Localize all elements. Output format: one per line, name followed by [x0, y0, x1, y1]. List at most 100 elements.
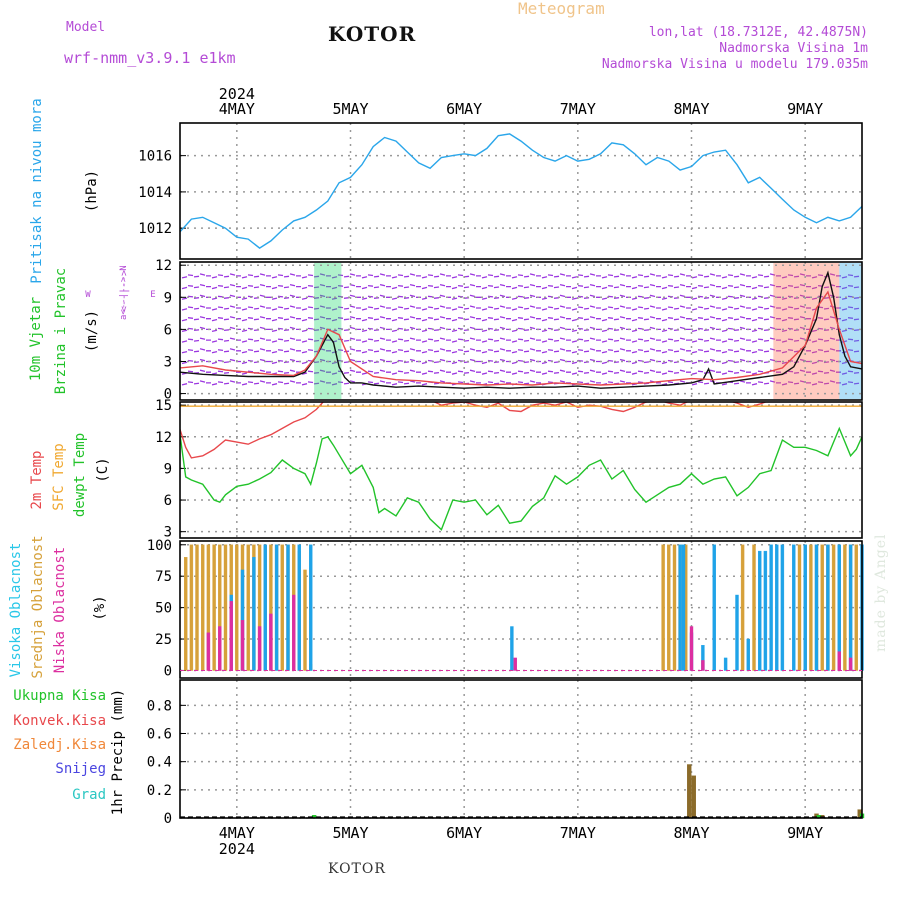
bar	[246, 544, 250, 671]
bar	[303, 569, 307, 671]
series-bars	[687, 764, 862, 819]
y-tick-label: 12	[155, 430, 172, 446]
y-tick-label: 1012	[138, 221, 172, 237]
bar	[235, 544, 239, 671]
bar	[223, 544, 228, 671]
y-tick-label: 75	[155, 569, 172, 585]
bar	[803, 544, 807, 671]
bar	[763, 550, 768, 671]
wind-unit: (m/s)	[84, 310, 100, 352]
date-label-top: 9MAY	[787, 100, 823, 118]
bar	[848, 657, 853, 671]
precip-legend-item: Ukupna Kisa	[13, 688, 106, 704]
model-label: Model	[66, 20, 106, 35]
y-tick-label: 25	[155, 632, 172, 648]
y-tick-label: 6	[164, 493, 172, 509]
y-tick-label: 100	[147, 538, 172, 554]
bar	[792, 544, 796, 671]
date-label-top: 4MAY	[219, 100, 255, 118]
bar	[769, 544, 773, 671]
date-label-bottom: 9MAY	[787, 824, 823, 842]
bar	[820, 544, 824, 671]
precip-legend-item: Konvek.Kisa	[13, 713, 106, 729]
pressure-unit: (hPa)	[84, 170, 100, 212]
panel-frame	[179, 122, 863, 260]
bar	[691, 775, 696, 819]
mid-cloud-axis-title: Srednja Oblacnost	[30, 535, 46, 678]
bar	[280, 544, 284, 671]
date-label-top: 5MAY	[332, 100, 368, 118]
year-label-bottom: 2024	[219, 840, 255, 858]
y-tick-label: 0.2	[147, 783, 172, 799]
bar	[212, 544, 216, 671]
bar	[263, 544, 267, 671]
bar	[848, 544, 853, 671]
bar	[286, 544, 290, 671]
compass-east-label: E	[150, 290, 155, 300]
sfc-temp-axis-title: SFC Temp	[51, 443, 67, 510]
bar	[661, 544, 665, 671]
y-tick-label: 0.8	[147, 698, 172, 714]
bar	[292, 594, 296, 671]
compass-north-label: N	[119, 265, 129, 270]
date-label-bottom: 5MAY	[332, 824, 368, 842]
y-tick-label: 0.4	[147, 755, 172, 771]
y-tick-label: 9	[164, 461, 172, 477]
bar	[297, 544, 301, 671]
y-tick-label: 12	[155, 258, 172, 274]
wind-band	[181, 316, 860, 322]
date-label-top: 7MAY	[560, 100, 596, 118]
bar	[775, 544, 779, 671]
wind-zone	[839, 263, 862, 399]
bar	[740, 544, 745, 671]
y-tick-label: 9	[164, 290, 172, 306]
wind-band	[181, 348, 860, 354]
station-title: KOTOR	[328, 22, 417, 46]
bar	[309, 544, 313, 671]
y-tick-label: 0	[164, 387, 172, 403]
y-tick-label: 0	[164, 811, 172, 827]
date-label-bottom: 7MAY	[560, 824, 596, 842]
high-cloud-axis-title: Visoka Oblacnost	[8, 543, 24, 678]
precip-legend-item: Grad	[72, 787, 106, 803]
model-name: wrf-nmm_v3.9.1 e1km	[64, 49, 236, 67]
y-tick-label: 3	[164, 525, 172, 541]
y-tick-label: 50	[155, 601, 172, 617]
bar	[814, 544, 819, 671]
bar	[723, 657, 728, 671]
meteogram-label: Meteogram	[518, 0, 605, 18]
bar	[183, 557, 188, 671]
bar	[678, 544, 682, 671]
bar	[752, 544, 756, 671]
temp-axis-title: 2m Temp	[29, 450, 45, 509]
footer-station: KOTOR	[328, 861, 386, 877]
precip-axis-title: 1hr Precip (mm)	[110, 689, 126, 815]
wind-band	[181, 337, 860, 343]
date-label-bottom: 4MAY	[219, 824, 255, 842]
bar	[195, 544, 199, 671]
wind-axis-title: 10m Vjetar	[28, 297, 44, 381]
bar	[681, 544, 686, 671]
compass-west-label: W	[85, 290, 91, 300]
date-label-top: 8MAY	[673, 100, 709, 118]
cloud-unit: (%)	[92, 595, 108, 620]
bar	[672, 544, 677, 671]
y-tick-label: 1014	[138, 185, 172, 201]
wind-zone	[773, 263, 840, 399]
bar	[274, 544, 279, 671]
elevation-label: Nadmorska Visina 1m	[719, 41, 868, 56]
year-label-top: 2024	[219, 85, 255, 103]
series-bars	[183, 544, 858, 671]
wind-compass-line: <--|-->	[119, 270, 130, 312]
bar	[854, 544, 858, 671]
temp-unit: (C)	[95, 457, 111, 482]
date-label-top: 6MAY	[446, 100, 482, 118]
bar	[809, 544, 813, 671]
bar	[687, 764, 692, 819]
panel-frame	[179, 401, 863, 539]
bar	[701, 660, 705, 671]
bar	[667, 544, 671, 671]
bar	[218, 626, 222, 671]
bar	[510, 626, 514, 671]
